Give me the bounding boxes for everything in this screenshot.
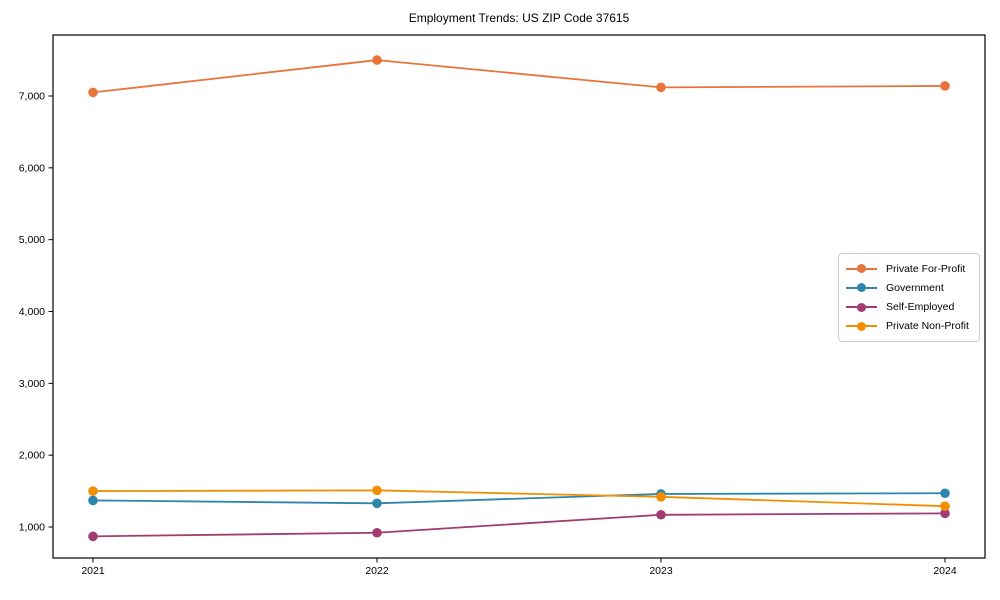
legend-marker-icon — [846, 302, 877, 312]
data-point-private-for-profit — [88, 87, 98, 98]
legend-marker-icon — [846, 264, 877, 274]
x-tick-label: 2024 — [933, 565, 957, 577]
legend-item-private-non-profit: Private Non-Profit — [846, 320, 972, 332]
series-line-self-employed — [92, 512, 946, 538]
series-line-government — [92, 492, 946, 505]
plot-border — [52, 34, 986, 559]
x-tick-label: 2021 — [81, 565, 105, 577]
data-point-self-employed — [372, 527, 382, 538]
legend-item-private-for-profit: Private For-Profit — [846, 263, 972, 275]
data-point-private-non-profit — [88, 486, 98, 496]
y-tick-label: 7,000 — [19, 91, 45, 103]
x-tick-label: 2023 — [649, 565, 673, 577]
legend-marker-icon — [846, 283, 877, 293]
data-point-self-employed — [88, 531, 98, 542]
legend-marker-icon — [846, 321, 877, 331]
y-tick-label: 2,000 — [19, 450, 45, 462]
data-point-private-for-profit — [940, 81, 950, 91]
legend-label: Self-Employed — [886, 301, 955, 314]
y-tick-label: 5,000 — [19, 234, 45, 246]
y-tick-label: 6,000 — [19, 162, 45, 174]
data-point-government — [372, 498, 382, 509]
y-tick-label: 1,000 — [19, 522, 45, 534]
y-tick-label: 4,000 — [19, 306, 45, 318]
series-line-private-non-profit — [92, 489, 946, 508]
legend-label: Government — [886, 281, 944, 294]
data-point-private-for-profit — [372, 55, 382, 65]
data-point-self-employed — [656, 509, 666, 520]
data-point-private-non-profit — [372, 485, 382, 496]
data-point-private-for-profit — [656, 82, 666, 93]
series-line-private-for-profit — [92, 59, 946, 94]
chart-title: Employment Trends: US ZIP Code 37615 — [408, 11, 630, 25]
data-point-self-employed — [940, 508, 950, 519]
legend-label: Private For-Profit — [886, 262, 966, 275]
data-point-government — [940, 488, 950, 499]
data-point-private-non-profit — [940, 501, 950, 511]
data-point-private-non-profit — [656, 492, 666, 502]
legend-item-self-employed: Self-Employed — [846, 301, 972, 313]
legend-label: Private Non-Profit — [886, 320, 969, 333]
legend-item-government: Government — [846, 282, 972, 294]
data-point-government — [88, 495, 98, 506]
legend: Private For-Profit Government Self-Employe… — [838, 253, 980, 342]
x-tick-label: 2022 — [365, 565, 389, 577]
y-tick-label: 3,000 — [19, 378, 45, 390]
